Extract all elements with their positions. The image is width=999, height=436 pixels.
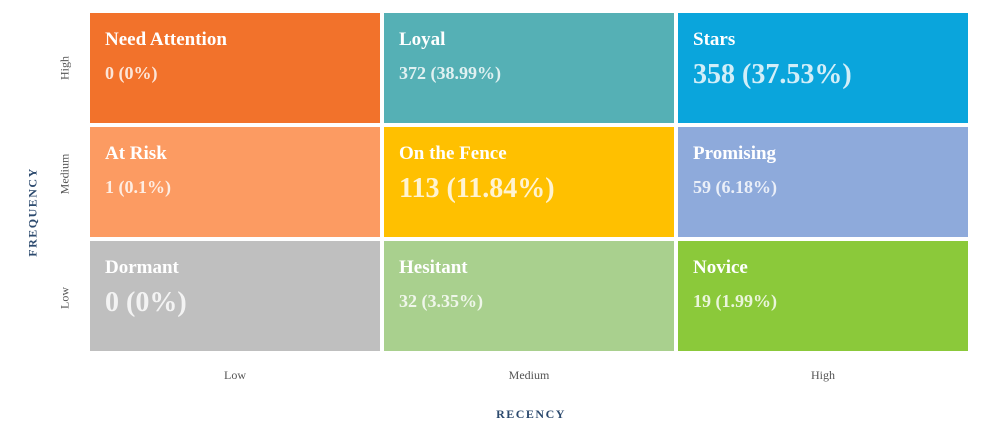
segment-value: 0 (0%) (105, 63, 158, 83)
y-label: Medium (57, 153, 72, 195)
x-label: High (811, 368, 835, 382)
segment-cell: At Risk 1 (0.1%) (90, 127, 380, 237)
x-label: Medium (508, 368, 550, 382)
segment-value: 19 (1.99%) (693, 291, 777, 311)
segment-value: 358 (37.53%) (693, 59, 852, 90)
y-axis-title: FREQUENCY (25, 167, 40, 257)
segment-value: 372 (38.99%) (399, 63, 501, 83)
segment-cell: Stars 358 (37.53%) (678, 13, 968, 123)
segment-title: Stars (693, 29, 736, 50)
segment-cell: Dormant 0 (0%) (90, 241, 380, 351)
segment-cell: Need Attention 0 (0%) (90, 13, 380, 123)
segment-title: Promising (693, 143, 777, 164)
segment-cell: Loyal 372 (38.99%) (384, 13, 674, 123)
segment-value: 0 (0%) (105, 287, 187, 318)
segment-value: 1 (0.1%) (105, 177, 171, 197)
segment-title: Novice (693, 257, 748, 278)
segment-title: Need Attention (105, 29, 227, 50)
y-label: Low (57, 287, 72, 309)
segment-value: 113 (11.84%) (399, 173, 555, 204)
segment-value: 59 (6.18%) (693, 177, 777, 197)
segment-title: On the Fence (399, 143, 507, 164)
x-label: Low (224, 368, 246, 382)
segment-value: 32 (3.35%) (399, 291, 483, 311)
y-label: High (57, 56, 72, 80)
segment-title: Loyal (399, 29, 446, 50)
segment-cell: Novice 19 (1.99%) (678, 241, 968, 351)
segment-title: At Risk (105, 143, 167, 164)
segment-cell: Promising 59 (6.18%) (678, 127, 968, 237)
segment-cell: On the Fence 113 (11.84%) (384, 127, 674, 237)
x-axis-title: RECENCY (496, 407, 566, 421)
segment-title: Dormant (105, 257, 179, 278)
segment-cell: Hesitant 32 (3.35%) (384, 241, 674, 351)
segment-title: Hesitant (399, 257, 468, 278)
